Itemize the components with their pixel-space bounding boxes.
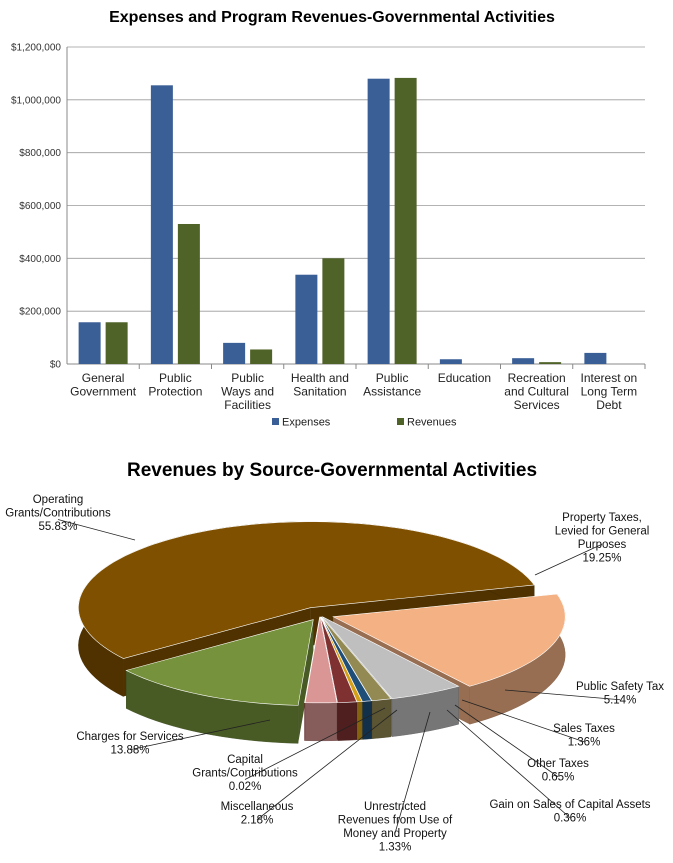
pie-label: Grants/Contributions: [192, 768, 298, 780]
pie-leader-line: [244, 707, 386, 780]
category-label: Facilities: [224, 398, 271, 412]
bar-x-axis: GeneralGovernmentPublicProtectionPublicW…: [70, 371, 637, 412]
y-tick-label: $800,000: [19, 148, 61, 159]
y-tick-label: $1,000,000: [11, 95, 61, 106]
category-label: Protection: [148, 385, 202, 399]
pie-label: Grants/Contributions: [5, 508, 111, 520]
y-tick-label: $0: [50, 360, 62, 371]
bar-expenses: [295, 274, 318, 364]
pie-chart-title: Revenues by Source-Governmental Activiti…: [127, 460, 537, 481]
pie-label: Sales Taxes: [553, 723, 615, 735]
pie-slice: [125, 619, 314, 706]
bar-marks: [78, 77, 607, 364]
pie-label: 2.18%: [241, 815, 274, 827]
pie-label: 1.33%: [379, 842, 412, 854]
pie-leader-line: [256, 709, 398, 821]
pie-leader-line: [446, 709, 571, 819]
bar-revenues: [539, 362, 562, 364]
category-label: and Cultural: [504, 385, 569, 399]
pie-slice-wall: [337, 701, 357, 741]
y-tick-label: $200,000: [19, 307, 61, 318]
pie-slice: [304, 616, 320, 703]
pie-label: 0.65%: [542, 772, 575, 784]
bar-revenues: [105, 322, 128, 364]
legend-label-revenues: Revenues: [407, 417, 457, 429]
category-label: Public: [376, 371, 409, 385]
category-label: Education: [438, 371, 491, 385]
category-label: Sanitation: [293, 385, 346, 399]
pie-label: Money and Property: [343, 828, 447, 840]
bar-revenues: [322, 258, 345, 364]
pie-label: 55.83%: [38, 521, 77, 533]
bar-chart: Expenses and Program Revenues-Government…: [11, 9, 646, 429]
bar-expenses: [78, 322, 101, 364]
pie-label: Public Safety Tax: [576, 681, 664, 693]
pie-label: 19.25%: [582, 553, 621, 565]
bar-expenses: [150, 85, 173, 364]
bar-revenues: [250, 349, 273, 364]
pie-label: 1.36%: [568, 737, 601, 749]
pie-label: 0.02%: [229, 781, 262, 793]
pie-label: Revenues from Use of: [338, 815, 453, 827]
pie-slice-wall: [371, 698, 392, 739]
pie-leader-line: [461, 699, 585, 743]
category-label: Services: [514, 398, 560, 412]
pie-marks: [78, 521, 566, 744]
category-label: Interest on: [581, 371, 638, 385]
pie-label: Other Taxes: [527, 758, 589, 770]
pie-label: Property Taxes,: [562, 512, 642, 524]
pie-slice: [332, 593, 566, 687]
legend-label-expenses: Expenses: [282, 417, 331, 429]
pie-leader-line: [57, 519, 136, 541]
bar-legend: Expenses Revenues: [272, 417, 457, 429]
pie-leader-line: [504, 689, 621, 701]
pie-label: Purposes: [578, 539, 627, 551]
pie-label: Unrestricted: [364, 801, 426, 813]
pie-leader-line: [394, 711, 431, 834]
category-label: General: [82, 371, 125, 385]
pie-label: 5.14%: [604, 695, 637, 707]
category-label: Debt: [596, 398, 622, 412]
pie-slice: [78, 521, 535, 659]
pie-leader-line: [534, 543, 603, 576]
legend-swatch-expenses: [272, 418, 279, 425]
pie-label: Operating: [33, 494, 84, 506]
pie-label: Gain on Sales of Capital Assets: [489, 799, 650, 811]
legend-swatch-revenues: [397, 418, 404, 425]
pie-label: 0.36%: [554, 813, 587, 825]
pie-slice: [320, 616, 358, 703]
bar-revenues: [177, 223, 200, 364]
category-label: Ways and: [221, 385, 274, 399]
pie-label: 13.88%: [110, 745, 149, 757]
category-label: Long Term: [581, 385, 637, 399]
bar-chart-title: Expenses and Program Revenues-Government…: [109, 9, 555, 26]
pie-slice: [304, 616, 338, 704]
bar-y-axis: $0 $200,000 $400,000 $600,000 $800,000 $1,000…: [11, 43, 61, 371]
category-label: Assistance: [363, 385, 421, 399]
pie-leader-line: [129, 719, 271, 751]
bar-expenses: [512, 358, 535, 364]
y-tick-label: $1,200,000: [11, 43, 61, 54]
y-tick-label: $400,000: [19, 254, 61, 265]
bar-expenses: [439, 359, 462, 364]
category-label: Recreation: [508, 371, 566, 385]
pie-labels: OperatingGrants/Contributions55.83%Prope…: [5, 494, 664, 854]
category-label: Public: [159, 371, 192, 385]
bar-revenues: [394, 77, 417, 364]
pie-label: Miscellaneous: [221, 801, 294, 813]
pie-label: Charges for Services: [76, 731, 184, 743]
bar-expenses: [584, 352, 607, 364]
y-tick-label: $600,000: [19, 201, 61, 212]
bar-expenses: [223, 342, 246, 364]
pie-label: Levied for General: [555, 526, 650, 538]
category-label: Health and: [291, 371, 349, 385]
pie-chart: Revenues by Source-Governmental Activiti…: [5, 460, 664, 854]
pie-leader-line: [454, 704, 559, 778]
pie-label: Capital: [227, 754, 263, 766]
bar-expenses: [367, 78, 390, 364]
category-label: Government: [70, 385, 137, 399]
pie-slice: [322, 616, 460, 699]
category-label: Public: [231, 371, 264, 385]
